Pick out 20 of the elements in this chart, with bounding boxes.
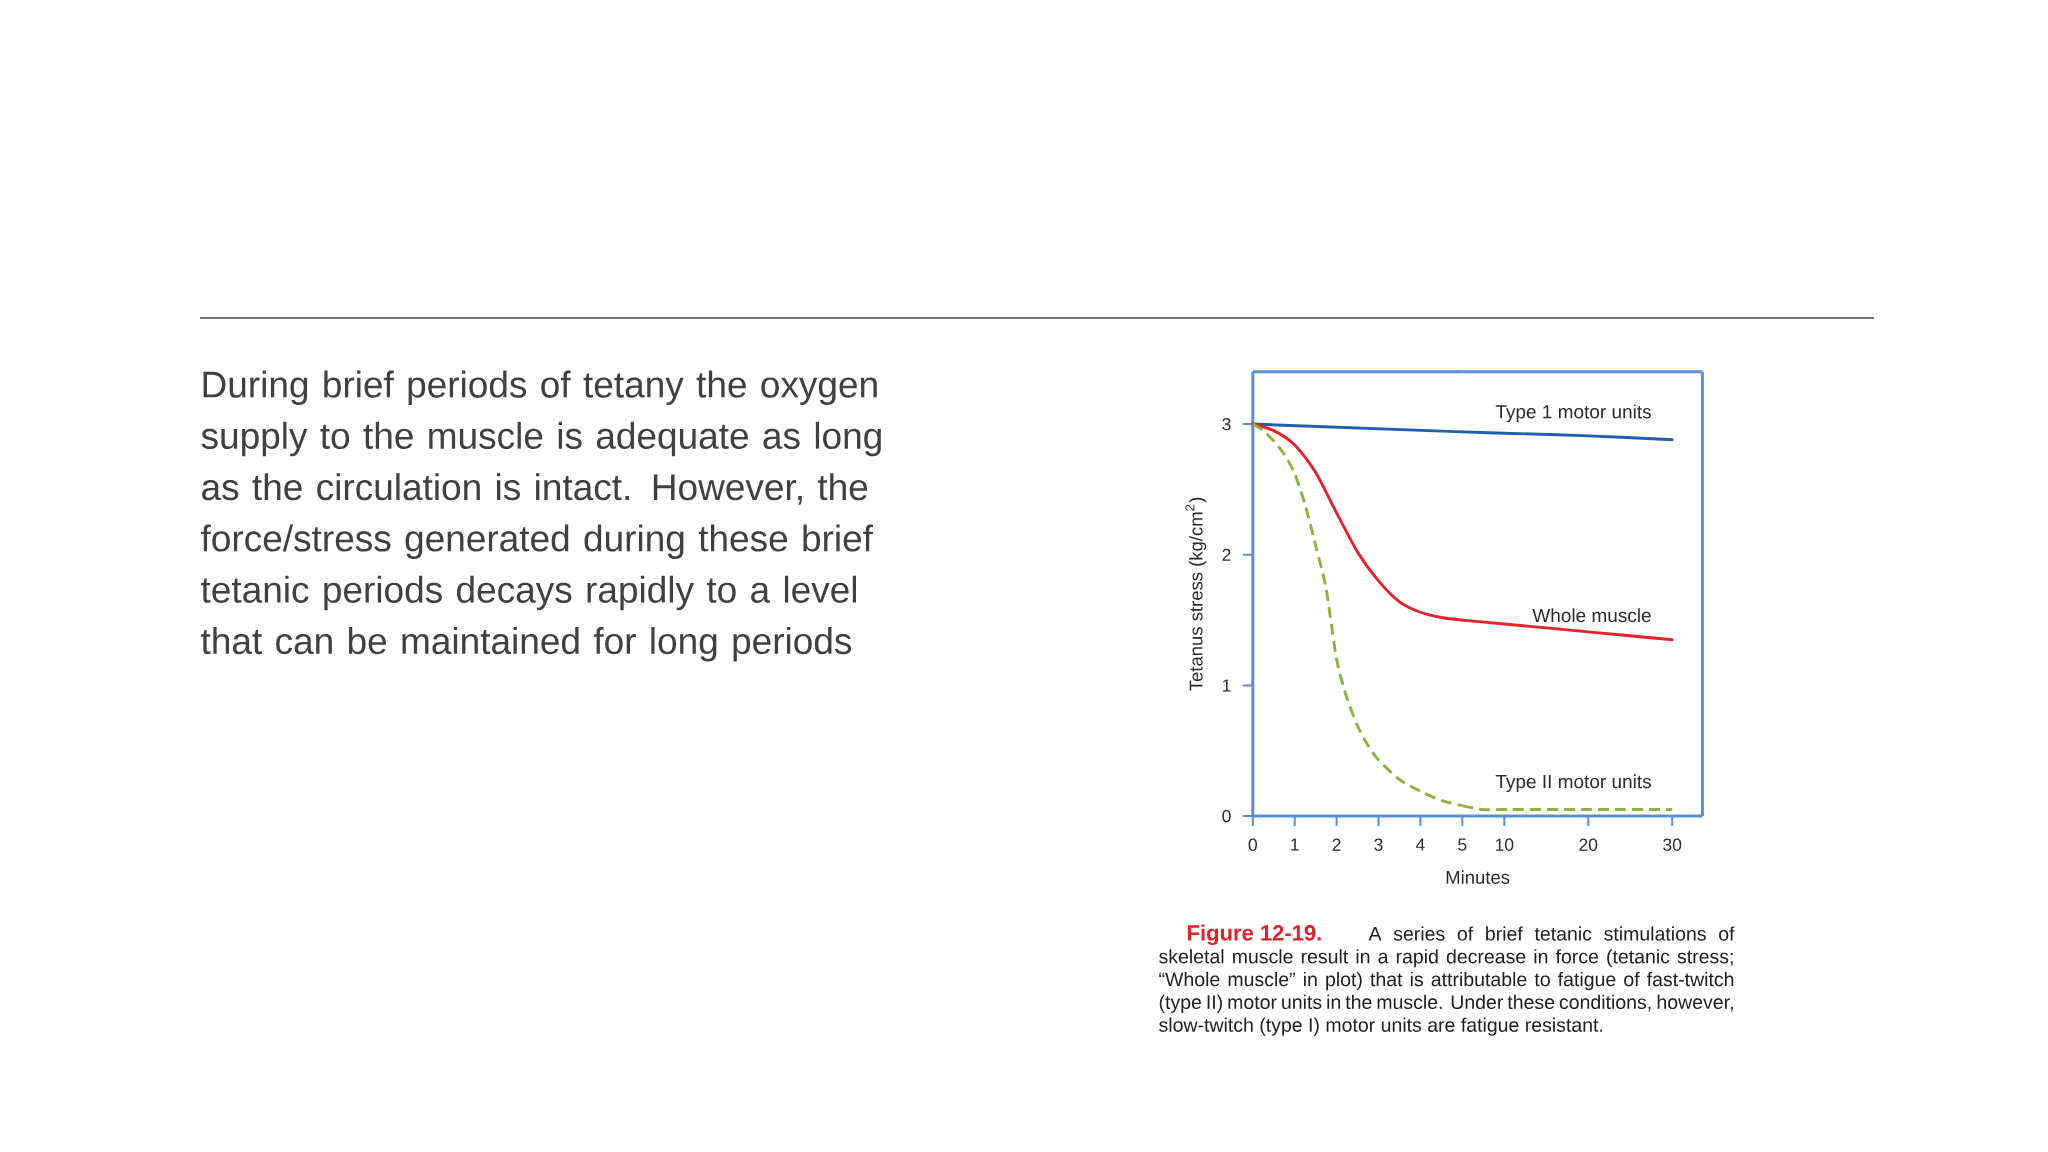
x-tick-label: 2	[1332, 838, 1341, 851]
series-label: Whole muscle	[1532, 608, 1651, 623]
y-tick-label: 3	[1222, 417, 1231, 431]
y-tick-label: 2	[1222, 548, 1231, 561]
y-axis-title: Tetanus stress (kg/cm$^{2}$)	[1185, 497, 1207, 691]
y-tick-label: 1	[1223, 679, 1231, 692]
x-tick-label: 5	[1458, 838, 1467, 851]
x-tick-label: 0	[1248, 838, 1257, 851]
caption: Figure 12-19.	[1188, 924, 1321, 946]
x-axis-title: Minutes	[1446, 870, 1510, 884]
y-tick-label: 0	[1222, 809, 1231, 823]
text: During brief periods of tetany the oxygen supply to the muscle is adequate as long as the circulation is intact. However, the force/stress generated during these brief tetanic periods decays rapidly to a level that can be maintained for long periods	[201, 370, 881, 662]
x-tick-label: 20	[1579, 838, 1598, 851]
x-tick-label: 10	[1495, 838, 1514, 851]
x-tick-label: 30	[1663, 838, 1682, 851]
x-tick-label: 4	[1415, 838, 1425, 851]
x-tick-label: 1	[1291, 838, 1299, 851]
x-tick-label: 3	[1374, 838, 1383, 851]
series-label: Type II motor units	[1495, 774, 1651, 793]
series-label: Type 1 motor units	[1495, 404, 1651, 423]
